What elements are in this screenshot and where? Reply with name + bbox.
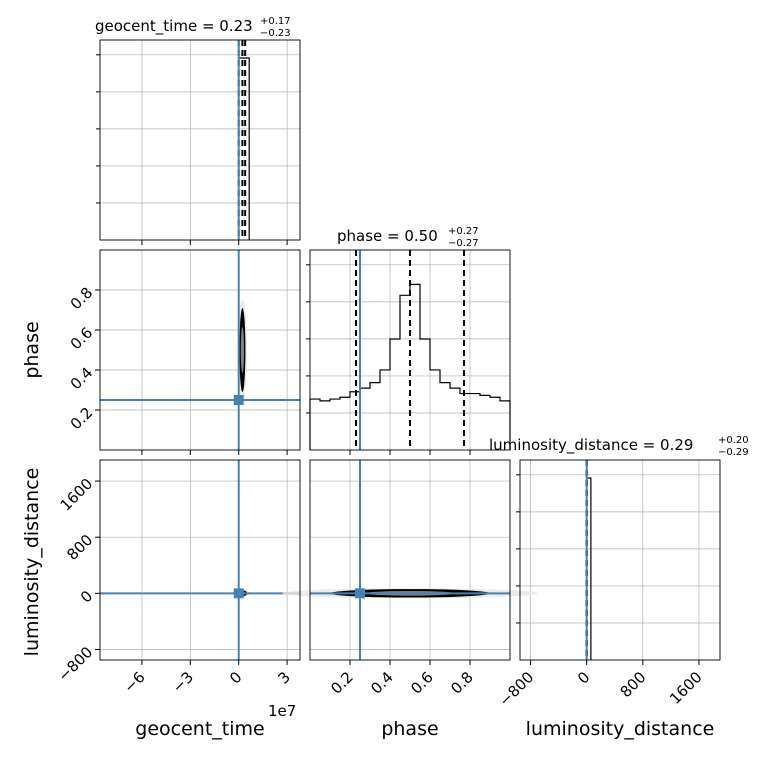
panel-geocent-time-vs-phase-contour-inner <box>240 326 245 374</box>
xlabel-geocent-time: geocent_time <box>135 718 264 740</box>
panel-phase-vs-luminosity-distance-xtick-label: 0.4 <box>367 668 397 698</box>
offset-text-geocent-time: 1e7 <box>268 702 296 720</box>
panel-phase-vs-luminosity-distance-xtick-label: 0.2 <box>327 668 357 698</box>
frames-layer: 0.2 0.4 0.6 0.8 −800 0 800 1600 −6 −3 0 3 0.2 0.4 0.6 0… <box>55 39 721 710</box>
panel-phase-vs-luminosity-distance-xtick-label: 0.6 <box>407 668 437 698</box>
panel-geocent-time-frame <box>99 39 301 241</box>
panel-geocent-time-vs-phase-ytick-label: 0.8 <box>67 284 97 314</box>
panel-geocent-time-vs-luminosity-distance-xtick-label: 3 <box>274 668 293 687</box>
panel-geocent-time-vs-phase-frame <box>99 249 301 451</box>
panel-luminosity-distance-xtick-label: 1600 <box>666 668 706 708</box>
panel-geocent-time-vs-luminosity-distance-frame <box>99 459 301 661</box>
title-phase: phase = 0.50 <box>337 227 438 245</box>
panel-luminosity-distance-xtick-label: −800 <box>495 668 537 710</box>
marks-layer <box>100 40 592 660</box>
title-luminosity-distance-median: 0.29 <box>660 436 693 454</box>
panel-phase-vs-luminosity-distance-xtick-label: 0.8 <box>447 668 477 698</box>
panel-geocent-time-vs-luminosity-distance-ytick-label: 0 <box>77 587 96 606</box>
panel-luminosity-distance-xtick-label: 0 <box>574 668 593 687</box>
panel-geocent-time-vs-phase-ytick-label: 0.4 <box>67 364 97 394</box>
title-geocent-time: geocent_time = 0.23 <box>95 17 253 36</box>
panel-geocent-time-vs-phase-truth-marker <box>233 395 244 405</box>
panel-luminosity-distance-frame <box>519 459 721 661</box>
title-geocent-time-plus: +0.17 <box>260 16 291 27</box>
title-luminosity-distance-prefix: luminosity_distance = <box>489 436 660 455</box>
title-phase-median: 0.50 <box>404 227 437 245</box>
panel-geocent-time-vs-phase-ytick-label: 0.2 <box>67 404 97 434</box>
panel-geocent-time-histogram <box>238 57 250 240</box>
title-luminosity-distance-minus: −0.29 <box>718 447 749 458</box>
panel-geocent-time-vs-luminosity-distance-xtick-label: 0 <box>226 668 245 687</box>
panel-geocent-time-vs-luminosity-distance-xtick-label: −3 <box>169 668 197 696</box>
title-geocent-time-median: 0.23 <box>219 17 252 35</box>
panel-geocent-time-vs-luminosity-distance-truth-marker <box>233 588 244 599</box>
xlabel-phase: phase <box>381 718 438 740</box>
title-luminosity-distance-plus: +0.20 <box>718 435 749 446</box>
xlabel-luminosity-distance: luminosity_distance <box>526 718 715 740</box>
panel-geocent-time-vs-luminosity-distance-xtick-label: −6 <box>120 668 148 696</box>
title-geocent-time-prefix: geocent_time = <box>95 17 219 36</box>
title-phase-minus: −0.27 <box>448 238 479 249</box>
title-geocent-time-minus: −0.23 <box>260 28 291 39</box>
panel-geocent-time-vs-luminosity-distance-ytick-label: −800 <box>55 643 97 685</box>
panel-geocent-time-vs-phase-ytick-label: 0.6 <box>67 324 97 354</box>
title-phase-plus: +0.27 <box>448 226 479 237</box>
panel-phase-vs-luminosity-distance-truth-marker <box>355 588 365 599</box>
title-phase-prefix: phase = <box>337 227 404 245</box>
title-luminosity-distance: luminosity_distance = 0.29 <box>489 436 693 455</box>
panel-geocent-time-vs-luminosity-distance-ytick-label: 800 <box>63 531 96 564</box>
panel-phase-vs-luminosity-distance-frame <box>309 459 511 661</box>
ylabel-phase: phase <box>21 321 43 378</box>
panel-phase-frame <box>309 249 511 451</box>
ylabel-luminosity-distance: luminosity_distance <box>21 468 43 657</box>
panel-geocent-time-vs-luminosity-distance-ytick-label: 1600 <box>57 475 97 515</box>
panel-luminosity-distance-xtick-label: 800 <box>617 668 650 701</box>
